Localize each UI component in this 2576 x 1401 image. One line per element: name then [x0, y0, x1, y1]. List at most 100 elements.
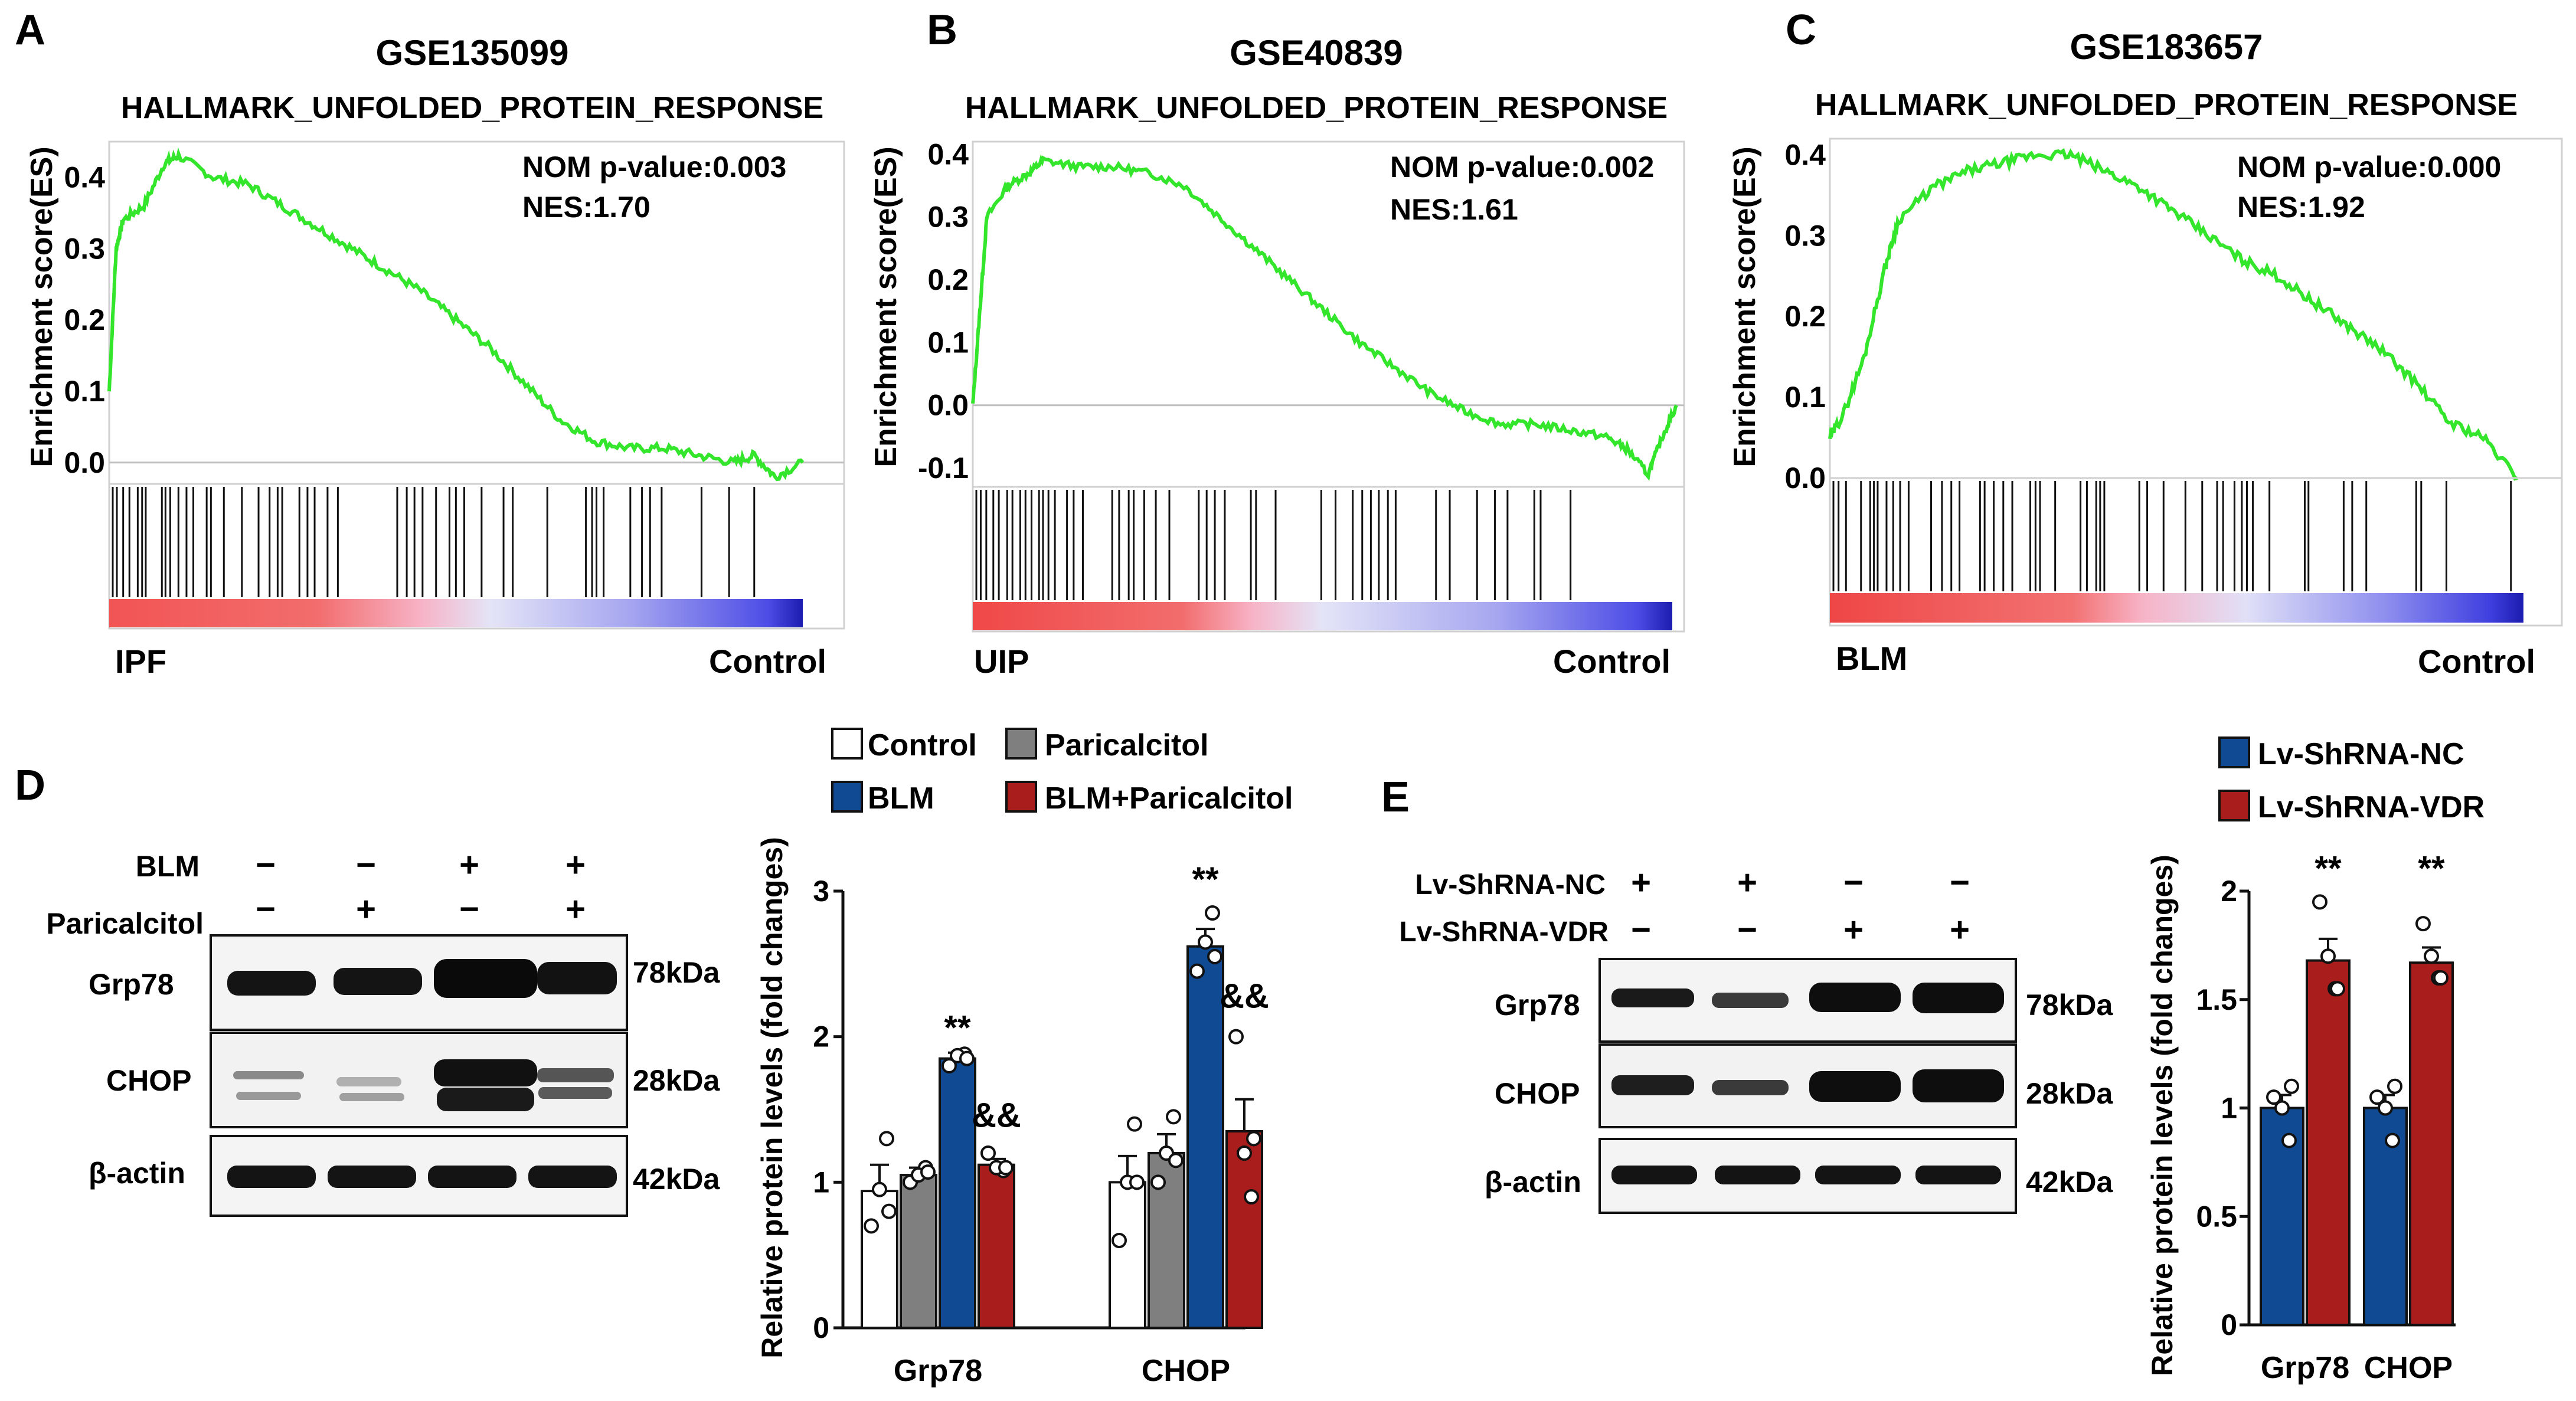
y-tick-label: 0.3	[1784, 219, 1826, 252]
p-value: NOM p-value:0.002	[1390, 150, 1654, 184]
significance-label: &&	[972, 1096, 1021, 1135]
y-tick-label: 0.3	[64, 232, 105, 265]
drug-sign: +	[565, 890, 586, 928]
protein-label: β-actin	[1485, 1166, 1581, 1199]
y-axis-label: Enrichment score(ES)	[1728, 146, 1762, 467]
data-point	[1198, 934, 1213, 950]
legend-label: Control	[868, 728, 977, 762]
data-point	[2320, 948, 2336, 964]
data-point	[2281, 1132, 2297, 1148]
y-tick-label: 0.2	[927, 263, 969, 296]
panel-b: B GSE40839 HALLMARK_UNFOLDED_PROTEIN_RES…	[869, 6, 1685, 680]
significance-label: **	[944, 1009, 971, 1048]
treatment-signs: + + − − − − + +	[1631, 863, 1970, 949]
significance-label: **	[2315, 850, 2342, 888]
y-tick-label: 0.5	[2196, 1200, 2237, 1233]
data-point	[881, 1203, 897, 1219]
data-point	[872, 1181, 887, 1197]
y-tick-label: 0.0	[1784, 461, 1826, 495]
blm-sign: −	[356, 846, 376, 884]
y-tick-label: 1	[813, 1166, 829, 1199]
bar	[1225, 1130, 1263, 1329]
gene-set-title: HALLMARK_UNFOLDED_PROTEIN_RESPONSE	[1815, 88, 2518, 122]
bar	[2409, 961, 2454, 1326]
data-point	[1189, 963, 1205, 979]
bar-chart-d: 0 1 2 3 Grp78 CHOP ** && ** &&	[813, 860, 1269, 1388]
data-point	[2415, 916, 2431, 932]
panel-d: D BLM Paricalcitol − − + + − + − +	[15, 728, 1293, 1388]
y-ticks: 0.0 0.1 0.2 0.3 0.4	[64, 161, 105, 479]
paricalcitol-row-label: Paricalcitol	[46, 907, 204, 940]
legend-swatch	[831, 781, 863, 813]
nc-sign: −	[1843, 863, 1864, 902]
significance-label: **	[1192, 860, 1219, 899]
protein-label: Grp78	[1495, 988, 1580, 1022]
size-label: 42kDa	[633, 1163, 721, 1196]
y-tick-label: 0.4	[64, 161, 105, 194]
bar	[2260, 1107, 2304, 1326]
panel-c: C GSE183657 HALLMARK_UNFOLDED_PROTEIN_RE…	[1728, 6, 2563, 680]
nes-value: NES:1.61	[1390, 193, 1518, 226]
es-curve	[971, 154, 1678, 481]
nes-value: NES:1.92	[2237, 191, 2365, 224]
panel-letter: D	[15, 762, 45, 809]
protein-label: Grp78	[89, 968, 174, 1001]
panel-a: A GSE135099 HALLMARK_UNFOLDED_PROTEIN_RE…	[15, 6, 845, 680]
y-tick-label: 2	[813, 1020, 829, 1053]
y-tick-label: 0	[2221, 1308, 2237, 1341]
drug-sign: −	[459, 890, 479, 928]
legend-swatch	[1005, 728, 1037, 760]
bar-chart-e: 0 0.5 1 1.5 2 Grp78 CHOP ** **	[2196, 850, 2456, 1385]
y-tick-label: 0.0	[927, 389, 969, 422]
gene-hit-ticks	[112, 487, 756, 597]
left-phenotype-label: IPF	[115, 643, 166, 680]
y-axis-label: Relative protein levels (fold changes)	[2146, 855, 2179, 1376]
legend-label: BLM+Paricalcitol	[1045, 781, 1293, 816]
western-blot-beta-actin	[210, 1135, 628, 1217]
data-point	[2266, 1089, 2281, 1105]
legend-e: Lv-ShRNA-NC Lv-ShRNA-VDR	[2218, 736, 2485, 824]
western-blot-beta-actin	[1598, 1138, 2017, 1214]
blm-row-label: BLM	[136, 850, 200, 883]
legend-swatch	[2218, 790, 2250, 821]
bar	[2306, 959, 2351, 1326]
protein-label: CHOP	[106, 1064, 191, 1097]
blm-sign: +	[459, 846, 479, 884]
drug-sign: +	[356, 890, 376, 928]
data-point	[1244, 1189, 1259, 1204]
bar	[2363, 1107, 2408, 1326]
p-value: NOM p-value:0.003	[522, 150, 786, 184]
rank-color-bar	[973, 602, 1672, 630]
y-tick-label: 0.4	[1784, 138, 1826, 171]
y-tick-label: 0.1	[64, 375, 105, 408]
y-tick-label: 0.4	[927, 138, 969, 171]
hits-frame	[1829, 477, 2563, 627]
gene-hit-ticks	[1832, 481, 2512, 591]
panel-letter: E	[1381, 774, 1410, 821]
bar	[1186, 945, 1224, 1329]
vdr-sign: +	[1950, 911, 1970, 949]
left-phenotype-label: UIP	[974, 643, 1029, 680]
legend-d: Control Paricalcitol BLM BLM+Paricalcito…	[831, 728, 1293, 816]
panel-letter: C	[1786, 6, 1816, 54]
data-point	[1127, 1116, 1142, 1132]
data-point	[920, 1164, 936, 1180]
y-ticks: -0.1 0.0 0.1 0.2 0.3 0.4	[918, 138, 969, 485]
y-tick-label: 0.1	[1784, 381, 1826, 414]
category-label: CHOP	[2364, 1351, 2453, 1385]
y-tick-label: 0.0	[64, 446, 105, 479]
vdr-sign: +	[1843, 911, 1864, 949]
left-phenotype-label: BLM	[1836, 640, 1907, 677]
nc-sign: +	[1737, 863, 1757, 902]
vdr-sign: −	[1631, 911, 1651, 949]
treatment-signs: − − + + − + − +	[256, 846, 586, 928]
data-point	[1150, 1174, 1166, 1190]
size-label: 28kDa	[633, 1064, 721, 1097]
data-point	[1207, 949, 1222, 964]
protein-label: β-actin	[89, 1157, 185, 1190]
nes-value: NES:1.70	[522, 191, 650, 224]
data-point	[879, 1131, 894, 1147]
y-tick-label: 0.2	[1784, 300, 1826, 333]
blm-sign: +	[565, 846, 586, 884]
drug-sign: −	[256, 890, 276, 928]
